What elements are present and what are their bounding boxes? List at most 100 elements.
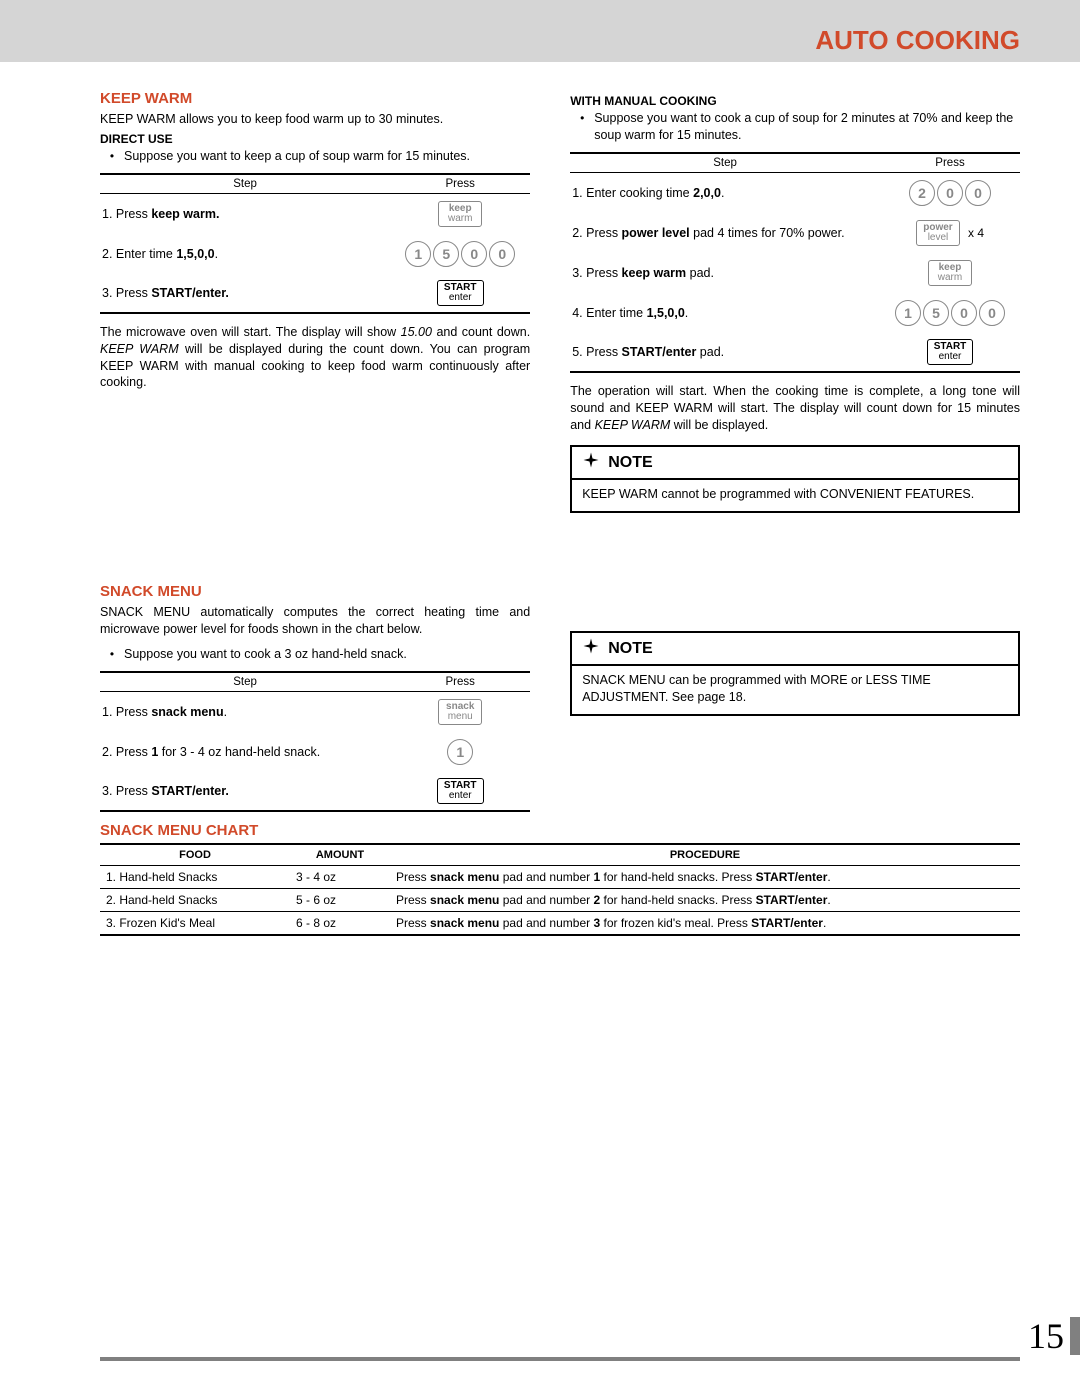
step-text: 2. Press 1 for 3 - 4 oz hand-held snack. [100, 745, 390, 759]
snack-left: SNACK MENU SNACK MENU automatically comp… [100, 583, 530, 812]
press-col-head: Press [390, 178, 530, 190]
page-number: 15 [1028, 1315, 1064, 1357]
note-icon [582, 637, 600, 660]
snack-columns: SNACK MENU SNACK MENU automatically comp… [0, 583, 1080, 812]
step-text: 5. Press START/enter pad. [570, 345, 880, 359]
step-row: 1. Enter cooking time 2,0,0.200 [570, 173, 1020, 213]
keep-warm-after: The microwave oven will start. The displ… [100, 324, 530, 392]
note-icon [582, 451, 600, 474]
digit-key: 1 [447, 739, 473, 765]
snack-step-table: Step Press 1. Press snack menu.snackmenu… [100, 671, 530, 812]
key-box: STARTenter [927, 339, 974, 365]
press-col-head: Press [880, 157, 1020, 169]
press-cell: powerlevel x 4 [880, 220, 1020, 246]
manual-after: The operation will start. When the cooki… [570, 383, 1020, 434]
page-title: AUTO COOKING [815, 25, 1020, 56]
keep-warm-heading: KEEP WARM [100, 90, 530, 107]
chart-row: 2. Hand-held Snacks5 - 6 ozPress snack m… [100, 888, 1020, 911]
digit-key: 0 [461, 241, 487, 267]
press-cell: STARTenter [390, 280, 530, 306]
key-box: keepwarm [438, 201, 482, 227]
step-table-head: Step Press [570, 152, 1020, 173]
snack-right: NOTE SNACK MENU can be programmed with M… [570, 583, 1020, 812]
press-cell: keepwarm [390, 201, 530, 227]
step-col-head: Step [100, 178, 390, 190]
key-box: powerlevel [916, 220, 960, 246]
press-cell: 1 [390, 739, 530, 765]
left-column: KEEP WARM KEEP WARM allows you to keep f… [100, 90, 530, 513]
bullet-dot: • [100, 646, 124, 663]
step-text: 3. Press keep warm pad. [570, 266, 880, 280]
step-row: 2. Enter time 1,5,0,0.1500 [100, 234, 530, 274]
chart-amount: 5 - 6 oz [290, 888, 390, 911]
bullet-text: Suppose you want to cook a cup of soup f… [594, 110, 1020, 144]
step-row: 3. Press START/enter.STARTenter [100, 772, 530, 812]
step-table-head: Step Press [100, 173, 530, 194]
chart-food: 1. Hand-held Snacks [100, 865, 290, 888]
press-cell: 1500 [390, 241, 530, 267]
chart-procedure: Press snack menu pad and number 2 for ha… [390, 888, 1020, 911]
digit-key: 0 [979, 300, 1005, 326]
manual-step-table: Step Press 1. Enter cooking time 2,0,0.2… [570, 152, 1020, 373]
chart-amount: 6 - 8 oz [290, 911, 390, 935]
digit-key: 2 [909, 180, 935, 206]
digit-key: 0 [937, 180, 963, 206]
chart-procedure: Press snack menu pad and number 3 for fr… [390, 911, 1020, 935]
step-row: 1. Press snack menu.snackmenu [100, 692, 530, 732]
snack-chart-section: SNACK MENU CHART FOOD AMOUNT PROCEDURE 1… [0, 822, 1080, 936]
digit-key: 0 [489, 241, 515, 267]
note-title: NOTE [608, 640, 652, 658]
press-cell: STARTenter [880, 339, 1020, 365]
chart-procedure: Press snack menu pad and number 1 for ha… [390, 865, 1020, 888]
direct-use-label: DIRECT USE [100, 132, 530, 146]
press-cell: 200 [880, 180, 1020, 206]
step-text: 1. Press keep warm. [100, 207, 390, 221]
note-head: NOTE [572, 633, 1018, 666]
snack-heading: SNACK MENU [100, 583, 530, 600]
note-body: KEEP WARM cannot be programmed with CONV… [572, 480, 1018, 511]
page-number-tab [1070, 1317, 1080, 1355]
top-columns: KEEP WARM KEEP WARM allows you to keep f… [0, 90, 1080, 513]
bullet-text: Suppose you want to cook a 3 oz hand-hel… [124, 646, 530, 663]
chart-title: SNACK MENU CHART [100, 822, 1020, 839]
step-text: 4. Enter time 1,5,0,0. [570, 306, 880, 320]
snack-intro: SNACK MENU automatically computes the co… [100, 604, 530, 638]
bullet: • Suppose you want to keep a cup of soup… [100, 148, 530, 165]
step-table-head: Step Press [100, 671, 530, 692]
step-text: 2. Press power level pad 4 times for 70%… [570, 226, 880, 240]
right-column: WITH MANUAL COOKING • Suppose you want t… [570, 90, 1020, 513]
multiplier-label: x 4 [968, 226, 984, 240]
footer-bar [100, 1357, 1020, 1361]
snack-chart-table: FOOD AMOUNT PROCEDURE 1. Hand-held Snack… [100, 843, 1020, 936]
press-cell: snackmenu [390, 699, 530, 725]
bullet: • Suppose you want to cook a 3 oz hand-h… [100, 646, 530, 663]
keep-warm-intro: KEEP WARM allows you to keep food warm u… [100, 111, 530, 128]
bullet: • Suppose you want to cook a cup of soup… [570, 110, 1020, 144]
step-row: 1. Press keep warm. keepwarm [100, 194, 530, 234]
bullet-dot: • [570, 110, 594, 144]
key-box: STARTenter [437, 778, 484, 804]
step-text: 1. Press snack menu. [100, 705, 390, 719]
step-row: 4. Enter time 1,5,0,0.1500 [570, 293, 1020, 333]
key-box: keepwarm [928, 260, 972, 286]
digit-key: 5 [923, 300, 949, 326]
note-box: NOTE SNACK MENU can be programmed with M… [570, 631, 1020, 716]
digit-key: 0 [965, 180, 991, 206]
key-box: STARTenter [437, 280, 484, 306]
step-row: 5. Press START/enter pad. STARTenter [570, 333, 1020, 373]
chart-food: 2. Hand-held Snacks [100, 888, 290, 911]
press-col-head: Press [390, 676, 530, 688]
press-cell: STARTenter [390, 778, 530, 804]
chart-head-amount: AMOUNT [290, 844, 390, 866]
press-cell: 1500 [880, 300, 1020, 326]
digit-key: 1 [405, 241, 431, 267]
step-row: 3. Press keep warm pad. keepwarm [570, 253, 1020, 293]
step-text: 3. Press START/enter. [100, 286, 390, 300]
with-manual-heading: WITH MANUAL COOKING [570, 94, 1020, 108]
note-title: NOTE [608, 454, 652, 472]
chart-food: 3. Frozen Kid's Meal [100, 911, 290, 935]
keep-warm-step-table: Step Press 1. Press keep warm. keepwarm 2.… [100, 173, 530, 314]
note-head: NOTE [572, 447, 1018, 480]
chart-head-food: FOOD [100, 844, 290, 866]
step-col-head: Step [570, 157, 880, 169]
